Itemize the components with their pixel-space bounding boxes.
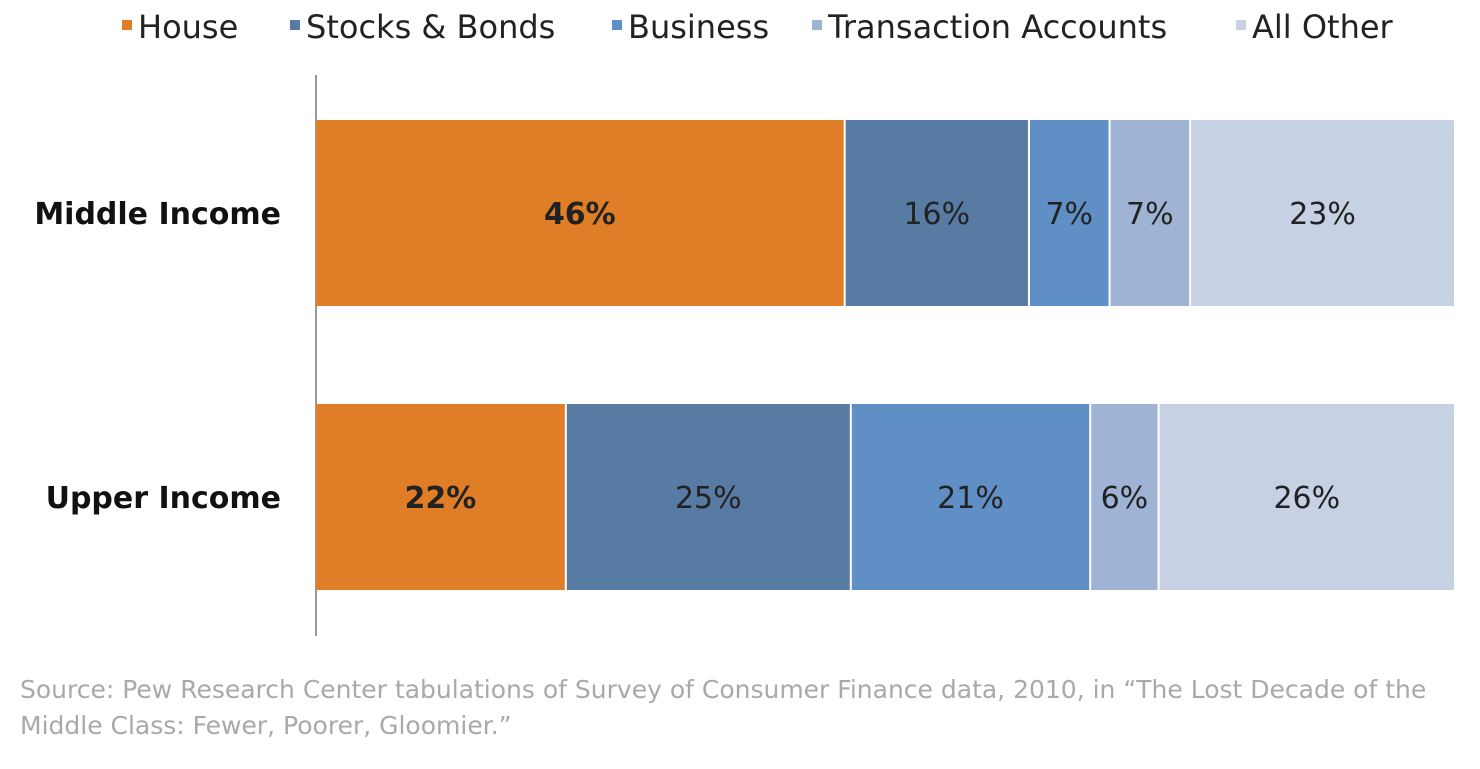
legend-swatch bbox=[122, 20, 132, 30]
legend-item: House bbox=[122, 8, 238, 46]
data-label: 23% bbox=[1289, 197, 1356, 232]
bar-segment bbox=[1091, 404, 1158, 590]
legend-swatch bbox=[290, 20, 300, 30]
data-label: 25% bbox=[675, 481, 742, 516]
source-note: Source: Pew Research Center tabulations … bbox=[20, 675, 1427, 740]
bar-segment bbox=[1159, 404, 1454, 590]
legend-swatch bbox=[1236, 20, 1246, 30]
legend-label: Stocks & Bonds bbox=[306, 8, 556, 46]
bar-segment bbox=[1029, 120, 1109, 306]
bar-segment bbox=[851, 404, 1090, 590]
data-label: 16% bbox=[903, 197, 970, 232]
legend-swatch bbox=[612, 20, 622, 30]
legend-item: Business bbox=[612, 8, 769, 46]
data-label: 26% bbox=[1273, 481, 1340, 516]
bar-segment bbox=[845, 120, 1028, 306]
data-label: 22% bbox=[404, 481, 476, 516]
data-label: 46% bbox=[544, 197, 616, 232]
legend-label: All Other bbox=[1252, 8, 1393, 46]
bar-segment bbox=[1191, 120, 1454, 306]
bar-segment bbox=[316, 404, 565, 590]
legend-item: All Other bbox=[1236, 8, 1393, 46]
legend-swatch bbox=[812, 20, 822, 30]
data-label: 7% bbox=[1126, 197, 1174, 232]
legend-label: Business bbox=[628, 8, 770, 46]
bar-segment bbox=[316, 120, 844, 306]
category-label: Middle Income bbox=[34, 197, 281, 232]
bar-segment bbox=[566, 404, 850, 590]
data-label: 7% bbox=[1045, 197, 1093, 232]
legend-item: Transaction Accounts bbox=[812, 8, 1167, 46]
stacked-bar-chart: Middle Income 46% 16% 7% 7% 23% Upper Income 22… bbox=[34, 75, 1454, 636]
legend-label: House bbox=[138, 8, 239, 46]
bar-segment bbox=[1110, 120, 1190, 306]
data-label: 6% bbox=[1101, 481, 1149, 516]
data-label: 21% bbox=[937, 481, 1004, 516]
category-label: Upper Income bbox=[46, 481, 281, 516]
legend-item: Stocks & Bonds bbox=[290, 8, 555, 46]
legend-label: Transaction Accounts bbox=[828, 8, 1168, 46]
